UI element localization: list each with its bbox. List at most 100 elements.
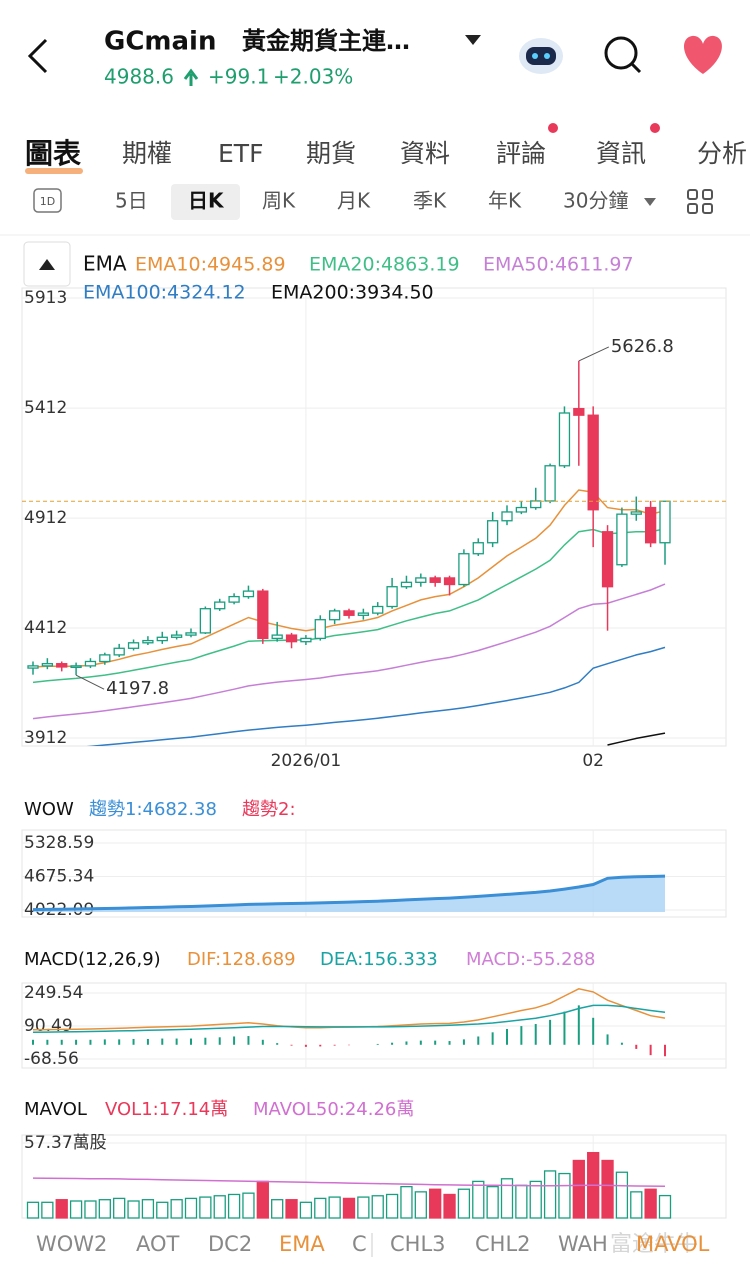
volume-bar — [98, 1199, 111, 1219]
indicator-tab[interactable]: CHL3 — [390, 1232, 446, 1256]
dropdown-arrow[interactable] — [465, 35, 481, 45]
tab[interactable]: 評論 — [496, 139, 546, 168]
up-arrow — [183, 68, 199, 86]
tab-underline — [25, 168, 83, 174]
tab[interactable]: 資訊 — [596, 139, 646, 168]
candle-body — [544, 465, 556, 502]
candle-body — [587, 414, 599, 511]
y-tick-label: 5328.59 — [24, 833, 94, 853]
y-tick-label: 4912 — [24, 508, 67, 528]
indicator-tab[interactable]: WAH — [558, 1232, 608, 1256]
volume-bar — [644, 1188, 657, 1219]
volume-bar — [500, 1178, 514, 1219]
period[interactable]: 年K — [488, 189, 522, 213]
favorite-icon[interactable] — [684, 35, 722, 74]
legend-entry: MAVOL50:24.26萬 — [253, 1099, 414, 1120]
trend-area — [33, 876, 665, 912]
candle-body — [99, 654, 111, 663]
symbol: GCmain — [104, 27, 216, 57]
indicator-tab[interactable]: WOW2 — [36, 1232, 107, 1256]
tab[interactable]: 圖表 — [25, 137, 81, 170]
volume-bar — [69, 1200, 83, 1219]
period[interactable]: 日K — [188, 189, 225, 213]
candle-body — [486, 520, 499, 544]
volume-bar — [285, 1199, 298, 1219]
volume-bar — [55, 1199, 68, 1219]
candle-body — [472, 542, 484, 555]
candle-body — [185, 632, 197, 636]
volume-bar — [127, 1200, 140, 1219]
legend-entry: EMA20:4863.19 — [309, 254, 460, 276]
dropdown-arrow[interactable] — [644, 198, 656, 206]
candle-body — [372, 605, 384, 614]
annotation: 4197.8 — [106, 678, 169, 699]
tab[interactable]: ETF — [218, 139, 263, 168]
badge — [548, 123, 558, 133]
legend-entry: EMA200:3934.50 — [271, 282, 434, 304]
indicator-label: EMA — [83, 252, 127, 276]
candle-body — [170, 634, 183, 638]
volume-bar — [429, 1188, 442, 1219]
ema-line — [607, 732, 666, 746]
collapse-arrow — [39, 259, 55, 270]
volume-bar — [385, 1193, 399, 1219]
indicator-label: MACD(12,26,9) — [24, 949, 161, 970]
y-tick-label: 4412 — [24, 618, 67, 638]
indicator-tab[interactable]: CHL2 — [475, 1232, 531, 1256]
candle-body — [156, 636, 168, 642]
candle-body — [257, 590, 269, 640]
period[interactable]: 5日 — [115, 189, 148, 213]
period-icon[interactable] — [33, 188, 62, 213]
candle-body — [300, 637, 312, 643]
period[interactable]: 周K — [262, 189, 296, 213]
y-tick-label: 3912 — [24, 728, 67, 748]
indicator-tab[interactable]: MAVOL — [636, 1232, 710, 1256]
volume-bar — [357, 1196, 370, 1219]
candle-body — [400, 581, 413, 588]
tab[interactable]: 資料 — [400, 139, 450, 168]
period-selected — [171, 184, 240, 220]
candle-body — [515, 506, 528, 513]
candle-body — [328, 610, 341, 621]
volume-bar — [472, 1180, 485, 1219]
assistant-icon[interactable] — [519, 38, 563, 74]
ema-line — [32, 583, 666, 720]
tab[interactable]: 期權 — [122, 139, 172, 168]
volume-bar — [558, 1172, 571, 1219]
period[interactable]: 30分鐘 — [563, 189, 628, 213]
indicator-tab[interactable]: DC2 — [208, 1232, 252, 1256]
period[interactable]: 季K — [413, 189, 447, 213]
volume-bar — [227, 1193, 241, 1219]
candle-body — [573, 407, 585, 416]
ema-line — [32, 489, 666, 668]
x-tick-label: 02 — [582, 751, 604, 771]
indicator-tab[interactable]: C — [352, 1232, 367, 1256]
tab[interactable]: 分析 — [697, 139, 747, 168]
indicator-tab[interactable]: EMA — [279, 1232, 325, 1256]
period[interactable]: 月K — [337, 189, 371, 213]
volume-bar — [658, 1194, 672, 1219]
tab[interactable]: 期貨 — [306, 139, 356, 168]
volume-bar — [113, 1197, 126, 1219]
volume-bar — [256, 1180, 269, 1219]
candle-body — [242, 590, 255, 598]
period-icon-label: 1D — [40, 195, 55, 208]
indicator-tab[interactable]: AOT — [136, 1232, 180, 1256]
legend-entry: DEA:156.333 — [320, 949, 438, 970]
candle-body — [386, 586, 398, 608]
grid-icon[interactable] — [687, 189, 713, 214]
candle-body — [601, 531, 614, 588]
volume-bar — [170, 1199, 183, 1219]
instrument-name[interactable]: 黃金期貨主連… — [242, 27, 410, 55]
candle-body — [228, 595, 240, 603]
candle-body — [429, 577, 441, 583]
search-icon[interactable] — [604, 36, 642, 74]
volume-bar — [342, 1197, 356, 1219]
y-tick-label: 249.54 — [24, 983, 83, 1003]
back-button[interactable] — [27, 38, 48, 74]
annotation: 5626.8 — [611, 336, 674, 357]
y-tick-label: 90.49 — [24, 1016, 73, 1036]
volume-bar — [242, 1192, 255, 1219]
